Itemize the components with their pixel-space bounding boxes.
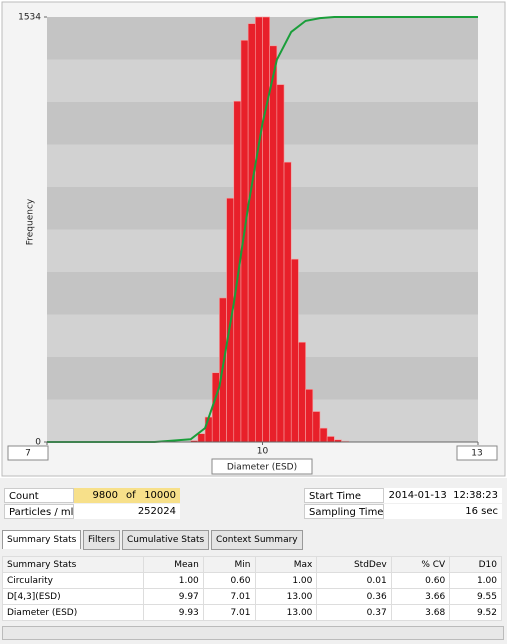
tab[interactable]: Summary Stats	[2, 530, 82, 549]
of-text: of	[122, 488, 140, 503]
table-row: D[4,3](ESD) 9.97 7.01 13.00 0.36 3.66 9.55	[1, 588, 502, 605]
tab[interactable]: Context Summary	[211, 530, 303, 550]
table-cell: 0.36	[316, 588, 392, 605]
x-tick-label: 13	[471, 449, 482, 459]
bar	[233, 100, 242, 443]
count-label: Count	[4, 488, 74, 503]
header-cell: StdDev	[316, 556, 392, 573]
x-label-box	[211, 458, 313, 475]
bar	[319, 427, 328, 443]
bar	[211, 372, 220, 443]
bar	[269, 45, 278, 443]
table-cell: 9.93	[143, 604, 204, 621]
table-cell: 3.66	[390, 588, 451, 605]
table-cell: Circularity	[1, 572, 145, 589]
bar	[298, 341, 306, 443]
total-value: 10000	[140, 488, 180, 503]
cumulative-line	[47, 16, 478, 443]
y-tick-label: 1534	[18, 13, 41, 23]
start-value: 2014-01-13 12:38:23	[384, 488, 502, 503]
table-header: Summary Stats Mean Min Max StdDev% CV D10	[1, 556, 502, 573]
header-cell: D10	[449, 556, 502, 573]
table-cell: Diameter (ESD)	[1, 604, 145, 621]
table-cell: 13.00	[254, 588, 318, 605]
table-cell: 0.37	[316, 604, 392, 621]
table-cell: 0.60	[202, 572, 256, 589]
table-cell: 9.97	[143, 588, 204, 605]
sampling-value: 16 sec	[384, 504, 502, 519]
bar	[197, 433, 206, 443]
table-cell: 7.01	[202, 588, 256, 605]
table-cell: 7.01	[202, 604, 256, 621]
bar	[290, 258, 299, 443]
table-cell: 9.52	[449, 604, 502, 621]
table-row: Diameter (ESD) 9.93 7.01 13.00 0.37 3.68 9.52	[1, 604, 502, 621]
header-cell: Mean	[143, 556, 204, 573]
bar	[326, 436, 335, 443]
bar	[312, 411, 321, 443]
bar	[305, 389, 314, 443]
bar	[276, 84, 285, 443]
scrollbar[interactable]	[2, 626, 504, 640]
particles-value: 252024	[74, 504, 180, 519]
x-tick-label: 7	[25, 449, 31, 459]
tab[interactable]: Cumulative Stats	[122, 530, 210, 550]
particles-label: Particles / ml	[4, 504, 74, 519]
header-cell: Summary Stats	[1, 556, 145, 573]
count-value: 9800	[74, 488, 122, 503]
table-cell: 3.68	[390, 604, 451, 621]
header-cell: Min	[202, 556, 256, 573]
bar	[247, 23, 256, 443]
table-row: Circularity 1.00 0.60 1.00 0.01 0.60 1.00	[1, 572, 502, 589]
bar	[262, 16, 270, 443]
bar	[255, 16, 263, 443]
chart: Frequency Diameter (ESD) 0 1534 7 10 13	[0, 0, 507, 478]
table-cell: 1.00	[449, 572, 502, 589]
x-range-box	[7, 445, 49, 461]
table-cell: 0.01	[316, 572, 392, 589]
start-label: Start Time	[304, 488, 384, 503]
header-cell: % CV	[390, 556, 451, 573]
table-cell: 1.00	[143, 572, 204, 589]
x-range-box	[456, 445, 498, 461]
header-cell: Max	[254, 556, 318, 573]
y-tick-label: 0	[35, 438, 41, 448]
stats-panel: Count 9800 of 10000 Particles / ml 25202…	[0, 478, 507, 644]
table-cell: 1.00	[254, 572, 318, 589]
tab[interactable]: Filters	[83, 530, 120, 550]
table-cell: D[4,3](ESD)	[1, 588, 145, 605]
bar	[283, 161, 292, 443]
stats-table: Summary Stats Mean Min Max StdDev% CV D10 Circ…	[1, 556, 502, 621]
y-axis-label: Frequency	[26, 198, 36, 245]
x-axis-label: Diameter (ESD)	[227, 463, 297, 473]
x-tick-label: 10	[257, 447, 269, 457]
table-cell: 9.55	[449, 588, 502, 605]
sampling-label: Sampling Time	[304, 504, 384, 519]
table-cell: 0.60	[390, 572, 451, 589]
table-cell: 13.00	[254, 604, 318, 621]
